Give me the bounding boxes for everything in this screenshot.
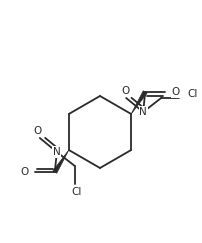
Text: Cl: Cl: [187, 89, 198, 99]
Text: N: N: [53, 147, 61, 157]
Text: O: O: [121, 86, 129, 96]
Text: O: O: [171, 87, 179, 97]
Text: O: O: [21, 167, 29, 177]
Text: Cl: Cl: [72, 187, 82, 197]
Text: O: O: [34, 126, 42, 136]
Text: N: N: [139, 107, 147, 117]
Polygon shape: [131, 91, 147, 114]
Polygon shape: [53, 150, 69, 173]
